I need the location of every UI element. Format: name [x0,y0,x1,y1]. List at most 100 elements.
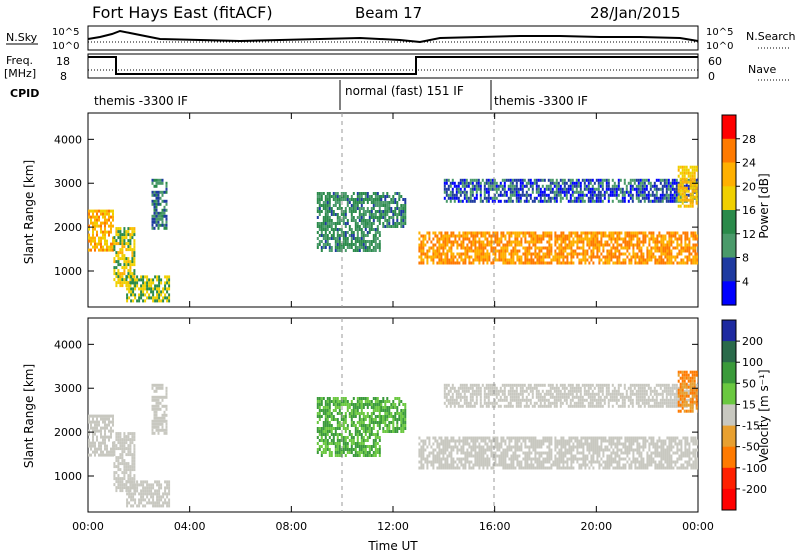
power-cell [567,184,570,188]
power-cell [136,284,139,288]
power-cell [618,249,621,253]
velocity-cell [504,442,507,446]
velocity-cell [334,397,337,400]
velocity-cell [372,433,375,436]
velocity-cell [90,423,92,427]
power-cell [631,196,634,200]
velocity-cell [400,421,403,424]
velocity-cell [148,492,151,496]
power-cell [132,287,135,291]
velocity-cell [512,451,515,455]
velocity-cell [155,383,158,387]
velocity-cell [530,451,533,455]
velocity-cell [400,400,403,403]
power-cell [430,240,433,244]
power-cell [611,199,614,203]
velocity-cell [394,403,397,406]
power-cell [344,216,347,219]
power-cell [146,287,149,291]
power-cell [497,199,500,203]
velocity-cell [119,468,122,472]
power-cell [669,190,672,194]
power-cell [336,246,339,249]
velocity-cell [370,421,373,424]
power-cell [131,233,134,237]
power-cell [694,261,697,265]
power-cell [158,299,161,303]
velocity-cell [582,442,585,446]
power-cell [464,249,467,253]
power-cell [652,231,655,235]
power-cell [521,178,524,182]
power-cell [394,210,397,213]
velocity-cell [564,448,567,452]
velocity-cell [390,412,393,415]
power-cell [684,249,687,253]
power-cell [123,245,126,249]
cpid-segment-3: themis -3300 IF [494,94,588,108]
velocity-cell [510,457,513,461]
power-cell [559,187,562,191]
power-cell [420,258,423,262]
velocity-cell [434,439,437,443]
power-cell [160,293,163,297]
power-cell [388,216,391,219]
power-cell [360,237,363,240]
power-cell [334,237,337,240]
velocity-cell [121,441,124,445]
power-cell [689,180,692,184]
power-cell [328,225,331,228]
power-cell [602,255,605,259]
power-cell [663,181,666,185]
velocity-cell [518,466,521,470]
velocity-cell [142,486,145,490]
power-cell [98,218,100,222]
velocity-cell [438,463,441,467]
power-cell [358,192,361,195]
velocity-cell [530,457,533,461]
power-cell [146,284,149,288]
velocity-cell [338,427,341,430]
power-cell [130,290,133,294]
power-cell [372,222,375,225]
velocity-cell [470,448,473,452]
velocity-cell [506,466,509,470]
power-cell [518,234,521,238]
nsky-label: N.Sky [6,31,38,44]
power-cell [102,230,104,234]
velocity-cell [155,395,158,399]
power-cell [324,240,327,243]
power-cell [567,178,570,182]
velocity-cell [420,463,423,467]
power-cell [326,192,329,195]
velocity-cell [123,471,126,475]
power-cell [576,255,579,259]
power-cell [320,192,323,195]
velocity-cell [378,448,381,451]
power-cell [503,187,506,191]
power-cell [667,199,670,203]
power-cell [650,234,653,238]
power-cell [673,187,676,191]
velocity-cell [160,498,163,502]
velocity-cell [566,466,569,470]
velocity-cell [422,439,425,443]
power-cell [672,231,675,235]
power-cell [338,201,341,204]
velocity-cell [460,451,463,455]
power-cell [336,201,339,204]
velocity-cell [340,433,343,436]
power-cell [553,190,556,194]
velocity-cell [113,474,116,478]
power-cell [510,234,513,238]
velocity-cell [524,454,527,458]
power-cell [402,225,405,228]
velocity-cell [350,421,353,424]
power-cell [688,255,691,259]
power-cell [352,207,355,210]
power-cell [364,213,367,216]
velocity-cell [160,504,163,508]
velocity-cell [472,439,475,443]
power-cell [555,193,558,197]
power-cell [600,240,603,244]
